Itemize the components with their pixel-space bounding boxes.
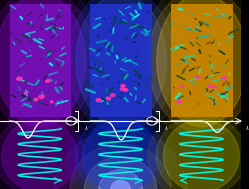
Ellipse shape: [139, 0, 249, 138]
Ellipse shape: [222, 77, 226, 80]
Ellipse shape: [0, 110, 93, 189]
Ellipse shape: [163, 120, 239, 189]
Ellipse shape: [177, 101, 182, 103]
Ellipse shape: [156, 115, 247, 189]
Text: $\lambda$: $\lambda$: [84, 124, 88, 132]
Ellipse shape: [111, 94, 115, 97]
Ellipse shape: [67, 0, 175, 132]
Ellipse shape: [111, 180, 130, 189]
Ellipse shape: [196, 76, 200, 78]
Ellipse shape: [17, 77, 22, 80]
Ellipse shape: [106, 97, 111, 100]
Ellipse shape: [157, 0, 247, 127]
Ellipse shape: [180, 86, 183, 88]
Ellipse shape: [46, 80, 50, 82]
Ellipse shape: [83, 120, 159, 189]
Ellipse shape: [0, 115, 85, 189]
Ellipse shape: [59, 0, 184, 138]
Ellipse shape: [121, 85, 125, 87]
Ellipse shape: [212, 86, 216, 88]
Text: $\lambda$: $\lambda$: [164, 124, 169, 132]
Bar: [90, 4, 152, 117]
Ellipse shape: [76, 0, 166, 127]
Ellipse shape: [39, 95, 44, 98]
Ellipse shape: [50, 101, 53, 103]
Ellipse shape: [25, 92, 27, 94]
Ellipse shape: [70, 144, 171, 189]
Ellipse shape: [2, 120, 78, 189]
Text: $\lambda$: $\lambda$: [245, 124, 249, 132]
Ellipse shape: [0, 0, 86, 127]
Ellipse shape: [67, 110, 174, 189]
Ellipse shape: [99, 170, 142, 189]
Ellipse shape: [0, 0, 103, 138]
Ellipse shape: [96, 98, 101, 102]
Ellipse shape: [208, 85, 212, 88]
Ellipse shape: [84, 157, 157, 189]
Bar: [171, 4, 233, 117]
Ellipse shape: [54, 130, 187, 189]
Ellipse shape: [34, 98, 38, 101]
Ellipse shape: [75, 115, 166, 189]
Ellipse shape: [124, 88, 128, 91]
Ellipse shape: [121, 88, 124, 90]
Bar: [10, 4, 71, 117]
Ellipse shape: [0, 0, 94, 132]
Ellipse shape: [148, 0, 249, 132]
Ellipse shape: [148, 110, 249, 189]
